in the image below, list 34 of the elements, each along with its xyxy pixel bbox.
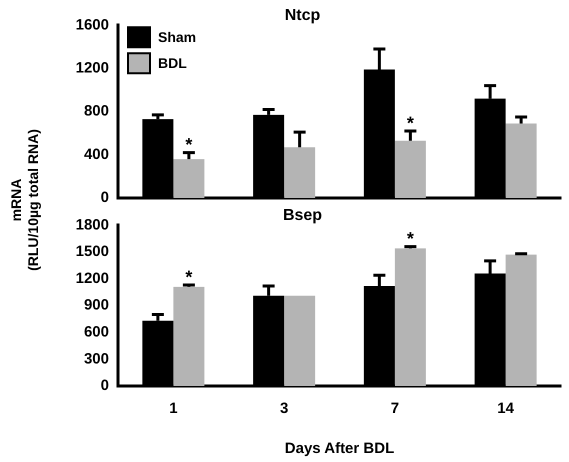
bar (506, 254, 537, 386)
bar (506, 123, 537, 198)
x-tick-label: 7 (390, 400, 400, 418)
annotation: * (185, 267, 192, 288)
y-tick-label: 0 (100, 377, 109, 394)
y-tick-label: 300 (84, 350, 109, 368)
x-tick-label: 1 (169, 400, 178, 418)
bar (394, 140, 426, 198)
y-tick-label: 1500 (76, 243, 109, 260)
y-tick-label: 0 (100, 189, 109, 206)
annotation: * (406, 113, 414, 134)
y-axis-title: mRNA (RLU/10µg total RNA) (8, 128, 42, 273)
annotation: * (406, 228, 414, 249)
chart-title: Ntcp (284, 7, 320, 24)
y-tick-label: 800 (84, 102, 109, 120)
chart-title: Bsep (282, 207, 322, 224)
bar (173, 286, 204, 386)
y-tick-label: 1800 (76, 216, 109, 234)
annotation: * (185, 134, 192, 155)
y-tick-label: 600 (84, 324, 109, 341)
legend-label: BDL (158, 55, 188, 72)
bar (394, 248, 426, 386)
x-axis-title: Days After BDL (284, 440, 394, 458)
y-tick-label: 1200 (76, 60, 109, 77)
y-tick-label: 1600 (76, 16, 109, 34)
x-tick-label: 3 (280, 400, 288, 418)
bar (284, 147, 316, 198)
legend-label: Sham (158, 29, 196, 46)
x-tick-label: 14 (497, 400, 515, 418)
y-tick-label: 1200 (76, 270, 109, 287)
y-tick-label: 900 (84, 296, 109, 314)
bar (173, 159, 204, 198)
bar (284, 296, 316, 386)
y-tick-label: 400 (84, 146, 109, 163)
